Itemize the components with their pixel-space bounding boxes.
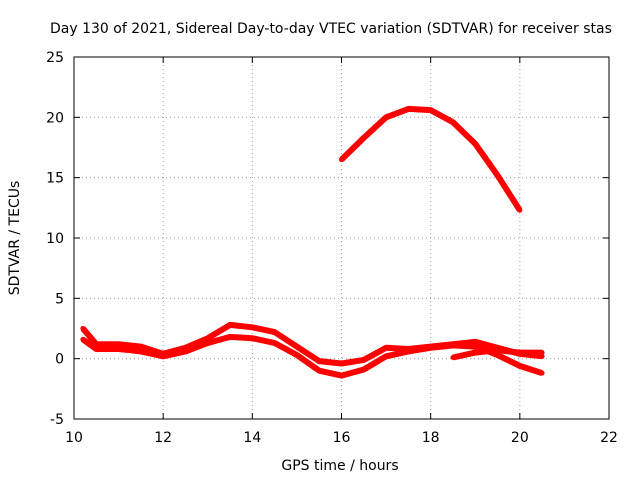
data-point	[361, 367, 367, 372]
y-tick-label: 15	[46, 171, 64, 187]
data-point	[361, 357, 367, 363]
data-point	[316, 358, 322, 364]
data-point	[472, 344, 478, 350]
data-point	[450, 342, 456, 348]
data-point	[405, 106, 411, 112]
data-point	[249, 335, 255, 341]
x-tick-label: 10	[65, 430, 83, 446]
data-point	[138, 348, 144, 354]
series-line-trace-b	[81, 333, 544, 379]
data-point	[138, 344, 144, 350]
data-point	[316, 368, 322, 374]
y-tick-label: 20	[46, 110, 64, 126]
data-point	[80, 326, 86, 331]
data-point	[472, 350, 478, 356]
data-point	[272, 329, 278, 335]
data-point	[472, 141, 478, 147]
x-tick-label: 22	[600, 430, 618, 446]
data-point	[450, 355, 456, 360]
data-point	[339, 157, 344, 163]
data-point	[227, 322, 233, 328]
y-axis-label: SDTVAR / TECUs	[7, 181, 23, 296]
data-point	[539, 370, 545, 376]
x-tick-label: 14	[243, 430, 261, 446]
data-point	[495, 172, 500, 178]
x-axis-label: GPS time / hours	[281, 458, 398, 474]
data-point	[294, 344, 300, 350]
data-point	[450, 119, 456, 125]
data-series	[80, 105, 545, 379]
y-tick-label: 5	[55, 291, 64, 307]
y-tick-label: -5	[50, 412, 64, 428]
x-tick-label: 20	[511, 430, 529, 446]
x-tick-label: 12	[154, 430, 172, 446]
data-point	[205, 340, 211, 346]
x-tick-label: 16	[333, 430, 351, 446]
data-point	[361, 135, 367, 141]
data-point	[539, 350, 545, 356]
data-point	[472, 339, 478, 345]
y-tick-label: 0	[55, 352, 64, 368]
data-point	[339, 373, 344, 379]
data-point	[405, 348, 411, 354]
data-point	[160, 353, 166, 359]
data-point	[428, 107, 434, 113]
grid	[74, 57, 609, 419]
data-point	[80, 336, 86, 342]
data-point	[294, 352, 300, 358]
data-point	[93, 346, 99, 352]
x-tick-label: 18	[422, 430, 440, 446]
data-point	[383, 345, 389, 351]
data-point	[383, 114, 389, 120]
data-point	[428, 345, 434, 351]
data-point	[183, 348, 188, 354]
data-point	[116, 346, 122, 352]
data-point	[249, 324, 255, 330]
y-tick-label: 10	[46, 231, 64, 247]
data-point	[495, 352, 500, 358]
data-point	[272, 340, 278, 346]
data-point	[517, 207, 523, 213]
y-tick-label: 25	[46, 50, 64, 66]
data-point	[339, 361, 344, 366]
data-point	[495, 347, 500, 353]
data-point	[517, 363, 523, 369]
data-point	[517, 350, 523, 356]
data-point	[227, 334, 233, 340]
axis-ticks: 10 12 14 16 18 20 22 -5 0 5 10 15 20 25	[46, 50, 618, 446]
data-point	[205, 335, 211, 341]
chart-title: Day 130 of 2021, Sidereal Day-to-day VTE…	[50, 21, 612, 37]
data-point	[116, 341, 122, 347]
data-point	[383, 353, 389, 359]
